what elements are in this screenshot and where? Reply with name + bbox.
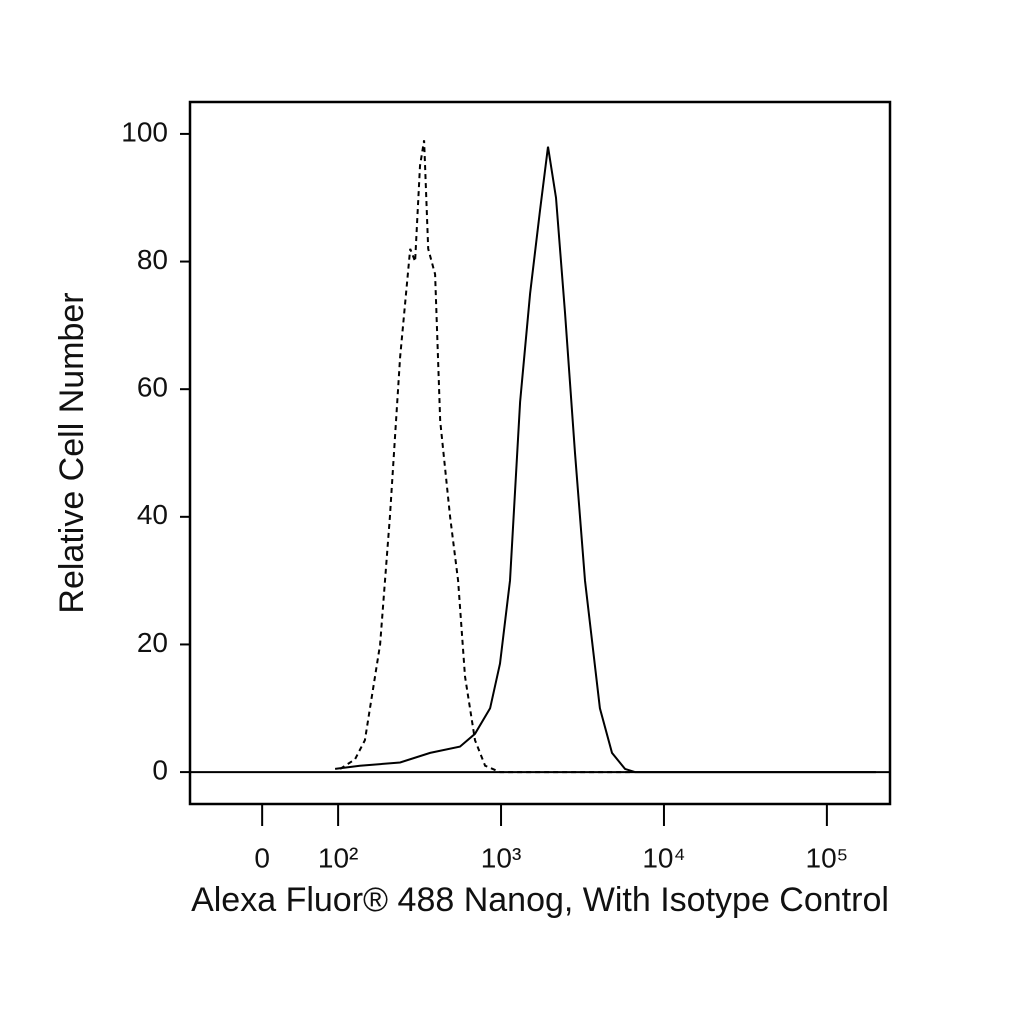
y-tick-label: 0 [152, 754, 168, 785]
x-axis-label: Alexa Fluor® 488 Nanog, With Isotype Con… [191, 881, 889, 919]
y-axis-label: Relative Cell Number [53, 292, 91, 613]
x-tick-label: 10² [318, 842, 358, 873]
y-tick-label: 60 [137, 372, 168, 403]
x-tick-label: 10³ [481, 842, 521, 873]
y-tick-label: 40 [137, 499, 168, 530]
x-tick-label: 0 [254, 842, 270, 873]
y-tick-label: 20 [137, 627, 168, 658]
histogram-line [339, 140, 630, 774]
y-tick-label: 80 [137, 244, 168, 275]
x-tick-label: 10⁴ [642, 842, 685, 873]
y-tick-label: 100 [121, 116, 168, 147]
plot-frame [188, 100, 892, 806]
histogram-line [334, 146, 876, 774]
x-tick-label: 10⁵ [806, 842, 849, 873]
